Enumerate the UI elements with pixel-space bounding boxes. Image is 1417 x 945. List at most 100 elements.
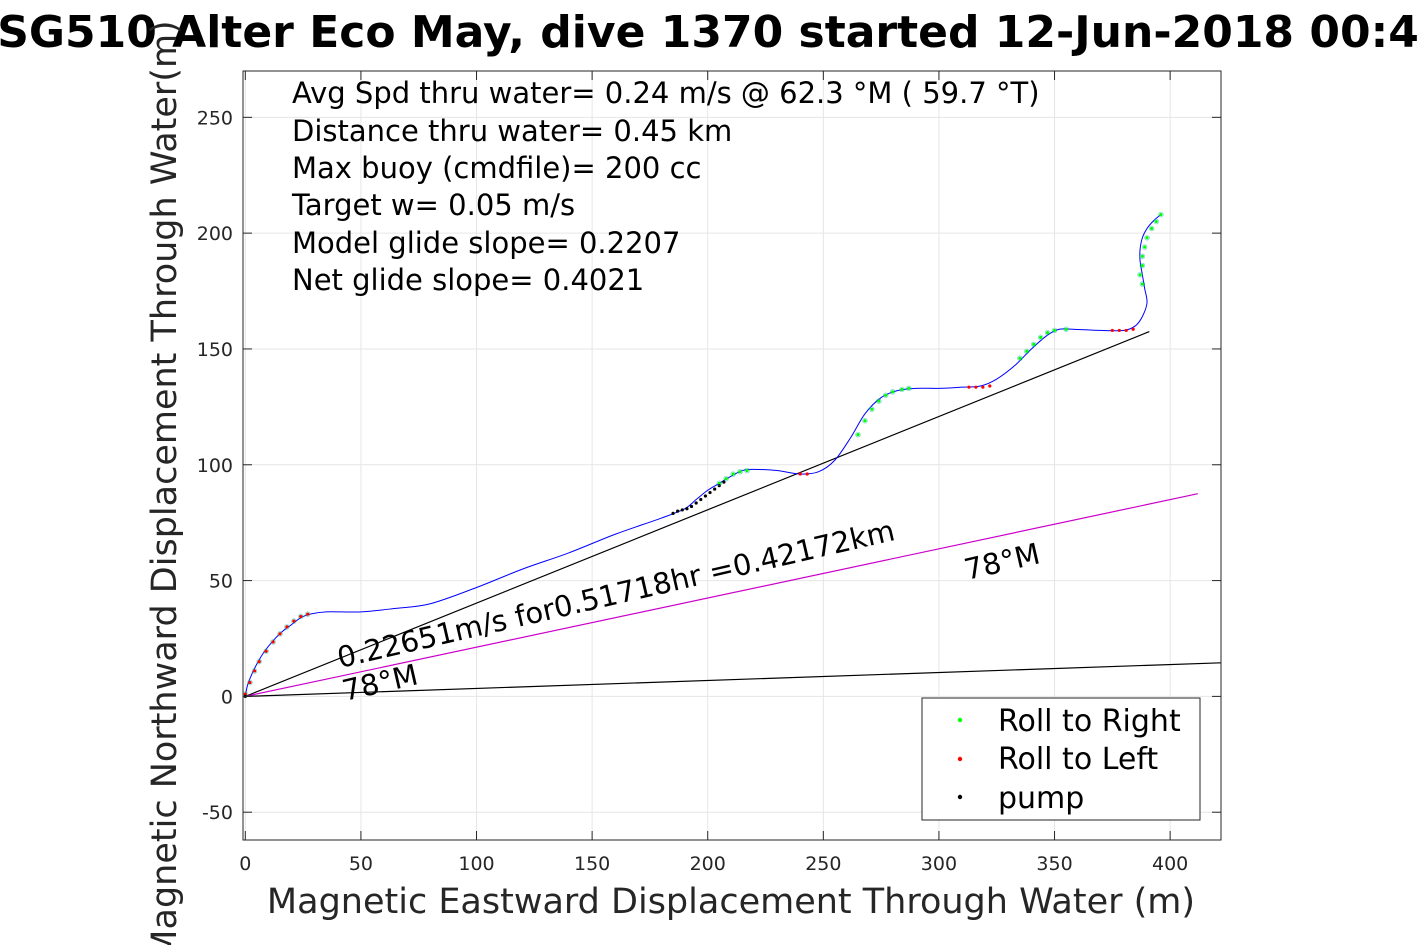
roll-to-right-point-halo (270, 639, 276, 645)
roll-to-right-point-halo (1037, 334, 1044, 341)
x-tick-label: 200 (690, 853, 726, 875)
roll-to-left-point (271, 640, 275, 644)
roll-to-right-point-halo (723, 475, 729, 482)
y-tick-label: -50 (202, 802, 233, 824)
info-net-glide-slope: Net glide slope= 0.4021 (292, 263, 644, 297)
pump-point (713, 487, 717, 491)
info-text-block: Avg Spd thru water= 0.24 m/s @ 62.3 °M (… (291, 76, 1040, 297)
pump-point (685, 507, 689, 511)
x-tick-label: 0 (239, 853, 251, 875)
roll-to-right-point-halo (1024, 348, 1030, 354)
legend-marker-roll-right (957, 717, 963, 723)
info-max-buoy: Max buoy (cmdfile)= 200 cc (292, 151, 701, 185)
roll-to-right-point-halo (1139, 253, 1146, 260)
roll-to-right-point (1138, 273, 1142, 277)
roll-to-right-point-halo (855, 431, 861, 438)
roll-to-right-point-halo (305, 611, 311, 617)
roll-to-right-point (1140, 282, 1144, 286)
legend-marker-roll-left (957, 756, 963, 762)
roll-to-right-point-halo (1139, 262, 1146, 269)
roll-to-right-point (724, 477, 728, 481)
roll-to-right-point (1154, 219, 1158, 224)
roll-to-right-point-halo (1142, 244, 1148, 250)
roll-to-left-point (299, 614, 303, 619)
roll-to-right-point-halo (862, 418, 868, 424)
roll-to-left-point (285, 625, 289, 629)
roll-to-right-point (900, 387, 904, 392)
roll-to-left-point (257, 660, 261, 664)
roll-to-left-point (1117, 328, 1121, 333)
roll-to-right-point (870, 407, 874, 411)
x-tick-label: 150 (574, 853, 610, 875)
roll-to-right-point-halo (737, 469, 743, 475)
roll-to-left-point (981, 385, 985, 389)
track-line (244, 214, 1162, 697)
reference-line (245, 662, 1222, 697)
y-tick-label: 150 (197, 339, 233, 361)
roll-to-right-point-halo (247, 679, 253, 686)
x-axis-label: Magnetic Eastward Displacement Through W… (267, 882, 1195, 922)
roll-to-left-point (988, 384, 992, 388)
y-tick-label: 50 (209, 571, 233, 593)
reference-line (245, 331, 1150, 697)
roll-to-right-point (1064, 327, 1068, 331)
x-tick-label: 400 (1152, 853, 1188, 875)
roll-to-right-point (1143, 245, 1147, 249)
axes-frame (242, 70, 1222, 841)
roll-to-right-point (907, 386, 911, 390)
roll-to-right-point-halo (1153, 218, 1159, 225)
roll-to-right-point-halo (906, 385, 912, 392)
roll-to-right-point (1039, 335, 1043, 339)
pump-point (680, 508, 684, 512)
marker-group (242, 211, 1164, 698)
roll-to-right-point (1045, 331, 1050, 335)
roll-to-right-point-halo (716, 480, 722, 486)
pump-point (703, 494, 708, 498)
info-model-glide-slope: Model glide slope= 0.2207 (292, 226, 680, 260)
tick-labels: 0 50 100 150 200 250 300 350 400 -50 0 50 100 150 200 2… (197, 107, 1189, 875)
legend-box (921, 697, 1201, 821)
roll-to-right-point (863, 419, 867, 423)
pump-point (708, 490, 712, 495)
roll-to-right-point (1025, 349, 1029, 353)
roll-to-right-point-halo (251, 668, 258, 674)
x-tick-label: 100 (458, 853, 494, 875)
roll-to-right-point-halo (256, 658, 262, 665)
roll-to-right-point (877, 399, 881, 403)
roll-to-right-point (738, 470, 742, 474)
roll-to-left-point (243, 692, 247, 696)
tick-marks (243, 71, 1221, 840)
roll-to-right-point (1140, 254, 1144, 258)
roll-to-right-point (884, 393, 888, 397)
roll-to-right-point-halo (730, 471, 736, 477)
legend-label-roll-right: Roll to Right (998, 704, 1181, 739)
roll-to-right-point (1145, 236, 1149, 240)
roll-to-right-point-halo (869, 406, 875, 412)
x-tick-label: 300 (921, 853, 957, 875)
roll-to-right-point-halo (744, 467, 750, 474)
roll-to-left-point (805, 472, 809, 476)
legend-label-roll-left: Roll to Left (998, 742, 1158, 777)
roll-to-right-point-halo (263, 648, 269, 654)
roll-to-left-point (278, 632, 282, 636)
info-distance: Distance thru water= 0.45 km (292, 114, 732, 148)
roll-to-right-point (731, 472, 735, 476)
roll-to-left-point (264, 649, 268, 653)
roll-to-right-point-halo (876, 398, 882, 404)
roll-to-right-point-halo (889, 389, 896, 395)
roll-to-right-point-halo (284, 624, 290, 630)
roll-to-right-point-halo (1158, 211, 1164, 218)
roll-to-right-point-halo (1137, 272, 1143, 278)
roll-to-right-point-halo (883, 392, 889, 398)
y-tick-label: 0 (221, 686, 233, 708)
pump-point (699, 497, 703, 502)
legend: Roll to Right Roll to Left pump (921, 697, 1201, 821)
roll-to-right-point (856, 433, 860, 437)
roll-to-left-point (798, 472, 802, 476)
roll-to-right-point-halo (1148, 225, 1155, 232)
roll-to-right-point (1159, 213, 1163, 217)
roll-to-right-point (1140, 263, 1144, 268)
roll-to-right-point-halo (1017, 355, 1023, 361)
legend-marker-pump (957, 794, 963, 800)
